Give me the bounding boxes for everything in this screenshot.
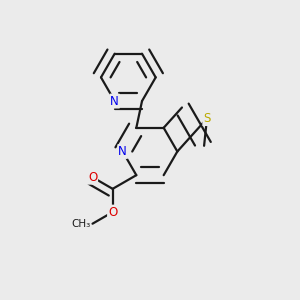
Text: CH₃: CH₃ xyxy=(72,219,91,229)
Text: N: N xyxy=(118,145,127,158)
Text: N: N xyxy=(110,94,119,108)
Text: O: O xyxy=(88,171,97,184)
Text: S: S xyxy=(203,112,211,125)
Text: O: O xyxy=(108,206,117,219)
